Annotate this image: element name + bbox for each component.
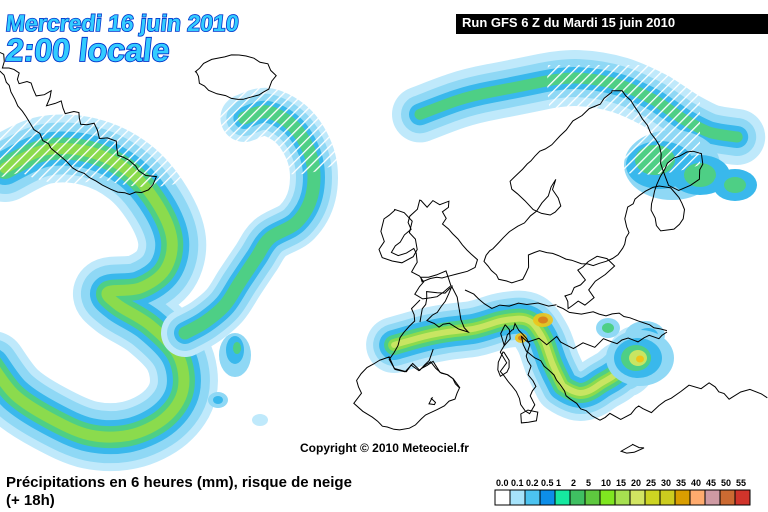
svg-text:5: 5 bbox=[586, 478, 591, 488]
svg-text:25: 25 bbox=[646, 478, 656, 488]
svg-text:45: 45 bbox=[706, 478, 716, 488]
svg-text:2: 2 bbox=[571, 478, 576, 488]
svg-text:1: 1 bbox=[556, 478, 561, 488]
svg-text:10: 10 bbox=[601, 478, 611, 488]
svg-text:0.2: 0.2 bbox=[526, 478, 539, 488]
svg-text:35: 35 bbox=[676, 478, 686, 488]
svg-text:50: 50 bbox=[721, 478, 731, 488]
svg-text:20: 20 bbox=[631, 478, 641, 488]
svg-text:30: 30 bbox=[661, 478, 671, 488]
svg-text:55: 55 bbox=[736, 478, 746, 488]
svg-text:0.0: 0.0 bbox=[496, 478, 509, 488]
svg-text:0.1: 0.1 bbox=[511, 478, 524, 488]
svg-text:40: 40 bbox=[691, 478, 701, 488]
svg-text:0.5: 0.5 bbox=[541, 478, 554, 488]
svg-text:15: 15 bbox=[616, 478, 626, 488]
